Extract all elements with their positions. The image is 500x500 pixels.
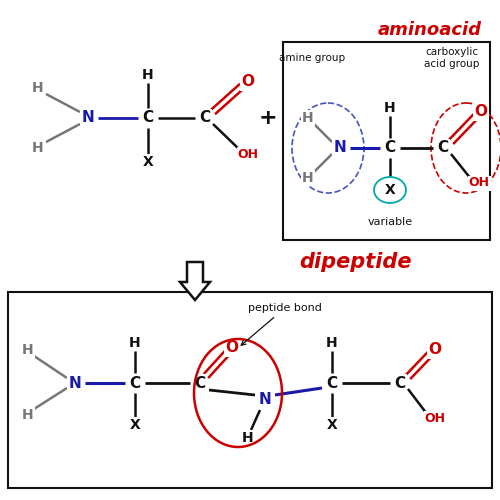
Text: O: O <box>474 104 488 120</box>
Text: H: H <box>242 431 254 445</box>
FancyArrow shape <box>180 262 210 300</box>
Text: N: N <box>258 392 272 407</box>
Text: OH: OH <box>424 412 446 424</box>
Text: C: C <box>130 376 140 390</box>
Text: C: C <box>438 140 448 156</box>
Text: N: N <box>68 376 82 390</box>
Text: H: H <box>302 171 314 185</box>
Text: N: N <box>82 110 94 126</box>
Text: H: H <box>22 408 34 422</box>
Text: peptide bond: peptide bond <box>241 303 322 346</box>
Text: X: X <box>142 155 154 169</box>
Text: O: O <box>428 342 442 357</box>
Text: H: H <box>326 336 338 350</box>
Text: variable: variable <box>368 217 412 227</box>
Text: +: + <box>258 108 278 128</box>
Text: X: X <box>130 418 140 432</box>
Text: H: H <box>129 336 141 350</box>
Text: C: C <box>384 140 396 156</box>
Text: H: H <box>32 141 44 155</box>
Text: C: C <box>142 110 154 126</box>
Text: C: C <box>194 376 205 390</box>
Text: H: H <box>22 343 34 357</box>
Text: H: H <box>384 101 396 115</box>
Text: H: H <box>32 81 44 95</box>
Text: carboxylic
acid group: carboxylic acid group <box>424 47 480 69</box>
Text: aminoacid: aminoacid <box>378 21 482 39</box>
Text: amine group: amine group <box>279 53 345 63</box>
Text: C: C <box>326 376 338 390</box>
Text: O: O <box>226 340 238 355</box>
Text: O: O <box>242 74 254 90</box>
Text: dipeptide: dipeptide <box>299 252 411 272</box>
Text: H: H <box>302 111 314 125</box>
Text: C: C <box>200 110 210 126</box>
Text: OH: OH <box>468 176 489 190</box>
Text: OH: OH <box>238 148 258 160</box>
Text: C: C <box>394 376 406 390</box>
Text: H: H <box>142 68 154 82</box>
Text: N: N <box>334 140 346 156</box>
Bar <box>283 42 490 240</box>
Text: X: X <box>326 418 338 432</box>
Ellipse shape <box>374 177 406 203</box>
Text: X: X <box>384 183 396 197</box>
Bar <box>8 292 492 488</box>
